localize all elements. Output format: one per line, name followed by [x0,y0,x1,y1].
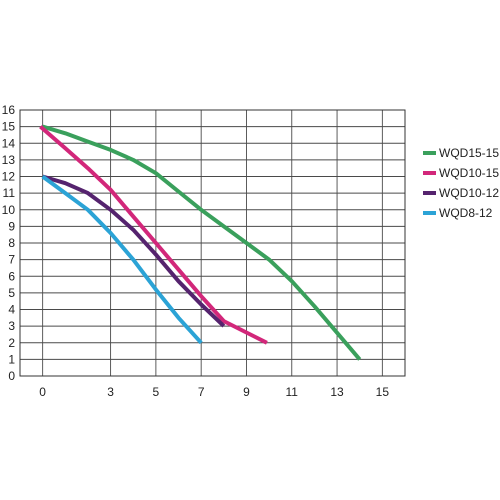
y-tick-label: 11 [3,186,16,200]
legend-label: WQD10-15 [439,166,499,180]
x-tick-label: 5 [153,385,160,399]
plot-frame [19,109,406,377]
series-line-wqd15-15 [42,124,362,361]
y-tick-label: 2 [8,336,15,350]
y-tick-label: 10 [2,203,16,217]
y-tick-label: 12 [2,170,16,184]
y-tick-label: 15 [2,120,16,134]
y-tick-label: 16 [2,103,16,117]
series-line-wqd10-12 [42,174,226,328]
y-tick-label: 14 [2,136,16,150]
series-lines [39,124,362,361]
y-tick-label: 13 [2,153,16,167]
y-tick-label: 6 [8,269,15,283]
x-tick-label: 15 [376,385,390,399]
y-tick-label: 7 [8,253,15,267]
y-tick-label: 5 [8,286,15,300]
x-tick-label: 3 [107,385,114,399]
y-tick-label: 4 [8,303,15,317]
series-line-wqd10-15 [39,125,268,345]
y-tick-label: 9 [8,219,15,233]
legend-label: WQD15-15 [439,146,499,160]
y-tick-label: 1 [8,352,15,366]
legend-label: WQD10-12 [439,186,499,200]
x-tick-label: 13 [330,385,344,399]
legend-label: WQD8-12 [439,206,493,220]
x-tick-label: 11 [286,385,299,399]
y-tick-label: 8 [8,236,15,250]
x-tick-label: 7 [198,385,205,399]
x-tick-label: 9 [243,385,250,399]
y-tick-label: 0 [8,369,15,383]
y-tick-label: 3 [8,319,15,333]
series-line-wqd8-12 [41,174,203,345]
legend: WQD15-15 WQD10-15 WQD10-12 WQD8-12 [423,146,499,220]
x-tick-label: 0 [39,385,46,399]
